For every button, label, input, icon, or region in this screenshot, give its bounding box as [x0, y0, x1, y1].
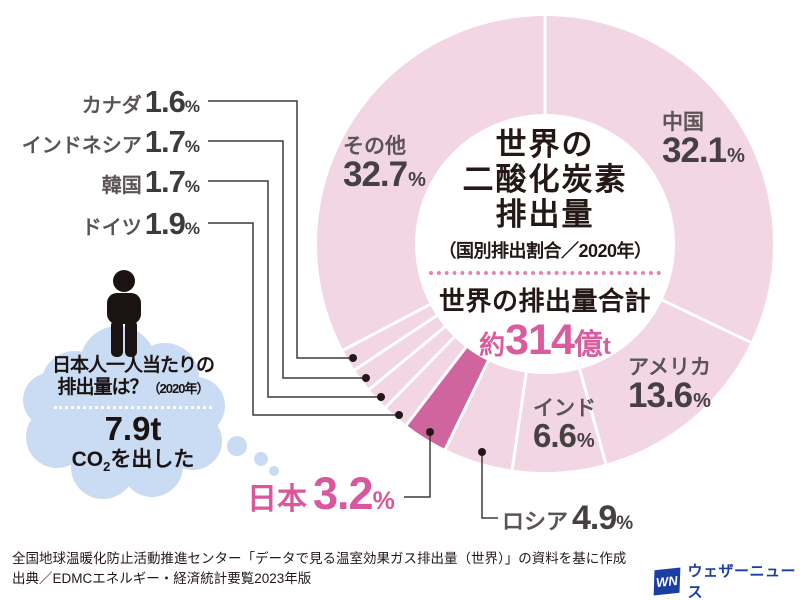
- chart-subtitle: （国別排出割合／2020年）: [438, 241, 652, 261]
- total-label: 世界の排出量合計: [438, 286, 651, 316]
- per-capita-bubble: 日本人一人当たりの 排出量は？（2020年） 7.9t CO2を出した: [36, 355, 230, 479]
- slice-label-indonesia: インドネシア1.7%: [21, 124, 200, 159]
- source-line2: 出典／EDMCエネルギー・経済統計要覧2023年版: [12, 571, 312, 586]
- chart-title-line2: 二酸化炭素: [462, 162, 628, 197]
- slice-label-germany: ドイツ1.9%: [81, 206, 200, 241]
- source-line1: 全国地球温暖化防止活動推進センター「データで見る温室効果ガス排出量（世界）」の資…: [12, 551, 627, 566]
- total-number: 314: [505, 316, 575, 364]
- total-prefix: 約: [479, 330, 506, 360]
- source-note: 全国地球温暖化防止活動推進センター「データで見る温室効果ガス排出量（世界）」の資…: [12, 549, 626, 589]
- person-icon: [107, 270, 141, 357]
- total-value: 約314億t: [415, 319, 675, 371]
- weathernews-logo-text: ウェザーニュース: [687, 563, 796, 600]
- bubble-question-year: （2020年）: [147, 381, 210, 396]
- bubble-dotted-divider: [54, 406, 212, 409]
- slice-label-others: その他 32.7%: [343, 135, 426, 195]
- thought-bubble-trail: [227, 436, 279, 476]
- bubble-answer-line: CO2を出した: [71, 448, 195, 475]
- slice-label-india: インド 6.6%: [533, 397, 596, 455]
- slice-label-canada: カナダ1.6%: [81, 84, 200, 119]
- weathernews-logo-icon: WN: [653, 567, 681, 595]
- bubble-answer-value: 7.9t: [104, 410, 162, 447]
- pie-chart: [208, 14, 774, 519]
- slice-label-china: 中国 32.1%: [662, 111, 745, 171]
- dotted-divider: [429, 271, 661, 275]
- bubble-question-line2: 排出量は？（2020年）: [57, 377, 210, 398]
- slice-label-japan: 日本 3.2%: [247, 468, 395, 519]
- slice-label-russia: ロシア 4.9%: [502, 499, 634, 537]
- total-unit-big: 億: [573, 329, 603, 361]
- total-unit-small: t: [602, 333, 611, 360]
- chart-title-line3: 排出量: [495, 197, 595, 232]
- slice-label-korea: 韓国1.7%: [101, 164, 200, 199]
- bubble-question-line1: 日本人一人当たりの: [51, 355, 215, 376]
- chart-title-line1: 世界の: [495, 127, 595, 162]
- weathernews-logo: WN ウェザーニュース: [653, 560, 800, 600]
- chart-center-text: 世界の 二酸化炭素 排出量 （国別排出割合／2020年） 世界の排出量合計 約3…: [415, 127, 675, 371]
- slice-label-usa: アメリカ 13.6%: [628, 356, 711, 416]
